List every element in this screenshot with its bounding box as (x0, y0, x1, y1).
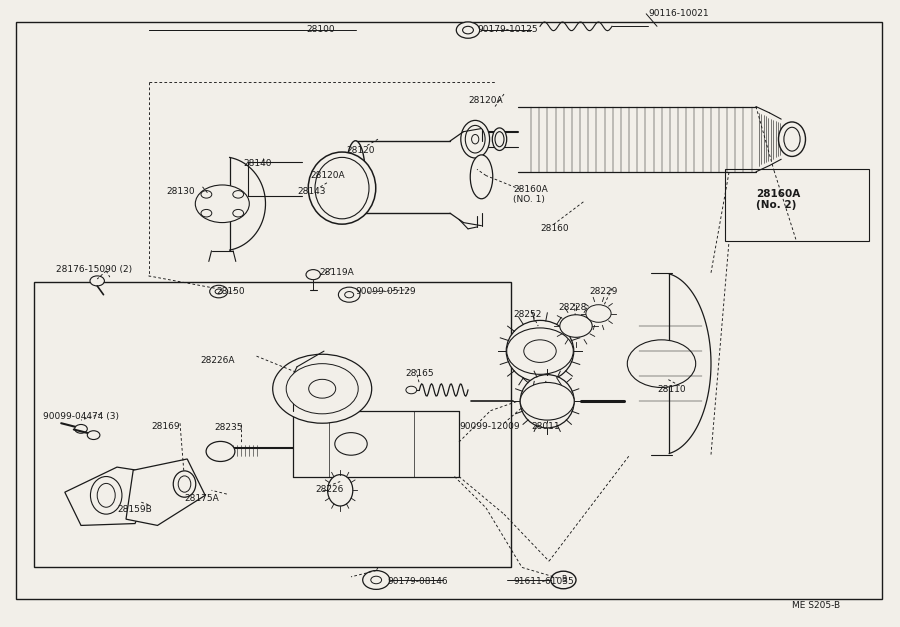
Text: 28175A: 28175A (184, 494, 220, 503)
Circle shape (456, 22, 480, 38)
Circle shape (363, 571, 390, 589)
Text: 90099-04474 (3): 90099-04474 (3) (43, 413, 119, 421)
Circle shape (551, 571, 576, 589)
Polygon shape (126, 459, 205, 525)
Circle shape (90, 276, 104, 286)
Text: 28226A: 28226A (201, 356, 235, 365)
Bar (34, 282, 511, 567)
Text: 28100: 28100 (306, 25, 335, 34)
Text: 28176-15090 (2): 28176-15090 (2) (56, 265, 132, 274)
Text: 28159B: 28159B (117, 505, 152, 514)
Ellipse shape (308, 152, 376, 224)
Ellipse shape (492, 128, 507, 150)
Ellipse shape (173, 471, 196, 497)
Text: 28160: 28160 (540, 224, 569, 233)
Circle shape (520, 382, 574, 420)
Text: 28130: 28130 (166, 187, 195, 196)
Circle shape (195, 185, 249, 223)
Circle shape (335, 433, 367, 455)
Text: 91611-61035: 91611-61035 (513, 577, 574, 586)
Circle shape (286, 364, 358, 414)
Text: 28226: 28226 (315, 485, 344, 493)
Circle shape (273, 354, 372, 423)
Text: 28160A
(No. 2): 28160A (No. 2) (756, 189, 800, 210)
Text: 28165: 28165 (405, 369, 434, 377)
Text: 28110: 28110 (657, 386, 686, 394)
Ellipse shape (90, 477, 122, 514)
Circle shape (406, 386, 417, 394)
Text: 28119A: 28119A (320, 268, 355, 277)
Circle shape (309, 379, 336, 398)
Text: 28150: 28150 (216, 287, 245, 296)
Circle shape (586, 305, 611, 322)
Circle shape (338, 287, 360, 302)
Circle shape (627, 340, 696, 387)
Circle shape (75, 424, 87, 433)
Text: 28011: 28011 (531, 422, 560, 431)
Circle shape (87, 431, 100, 440)
Text: 28235: 28235 (214, 423, 243, 432)
Text: ME S205-B: ME S205-B (792, 601, 840, 609)
Circle shape (306, 270, 320, 280)
Circle shape (206, 441, 235, 461)
Text: 90179-10125: 90179-10125 (477, 25, 537, 34)
Text: 28228: 28228 (558, 303, 587, 312)
Ellipse shape (461, 120, 490, 158)
Ellipse shape (470, 155, 493, 199)
Text: 28169: 28169 (151, 422, 180, 431)
Bar (724, 169, 868, 241)
Text: B: B (561, 576, 566, 584)
Ellipse shape (506, 320, 574, 382)
Ellipse shape (328, 475, 353, 506)
Text: 90099-12009: 90099-12009 (459, 422, 519, 431)
Text: 90179-08146: 90179-08146 (387, 577, 447, 586)
Text: 28120A: 28120A (468, 96, 502, 105)
Text: 90099-05129: 90099-05129 (356, 287, 416, 296)
Text: 28120A: 28120A (310, 171, 345, 180)
Circle shape (507, 328, 573, 374)
Text: 28229: 28229 (590, 287, 618, 296)
Ellipse shape (778, 122, 806, 156)
Text: 28140: 28140 (243, 159, 272, 167)
Circle shape (210, 285, 228, 298)
Ellipse shape (784, 127, 800, 151)
Text: 28120: 28120 (346, 146, 375, 155)
Circle shape (560, 315, 592, 337)
Polygon shape (65, 467, 158, 525)
Ellipse shape (520, 374, 574, 428)
Ellipse shape (465, 125, 485, 153)
Text: 28143: 28143 (297, 187, 326, 196)
Text: 28160A
(NO. 1): 28160A (NO. 1) (513, 185, 548, 204)
Ellipse shape (346, 141, 365, 213)
Text: 28252: 28252 (513, 310, 542, 319)
Text: 90116-10021: 90116-10021 (648, 9, 708, 18)
